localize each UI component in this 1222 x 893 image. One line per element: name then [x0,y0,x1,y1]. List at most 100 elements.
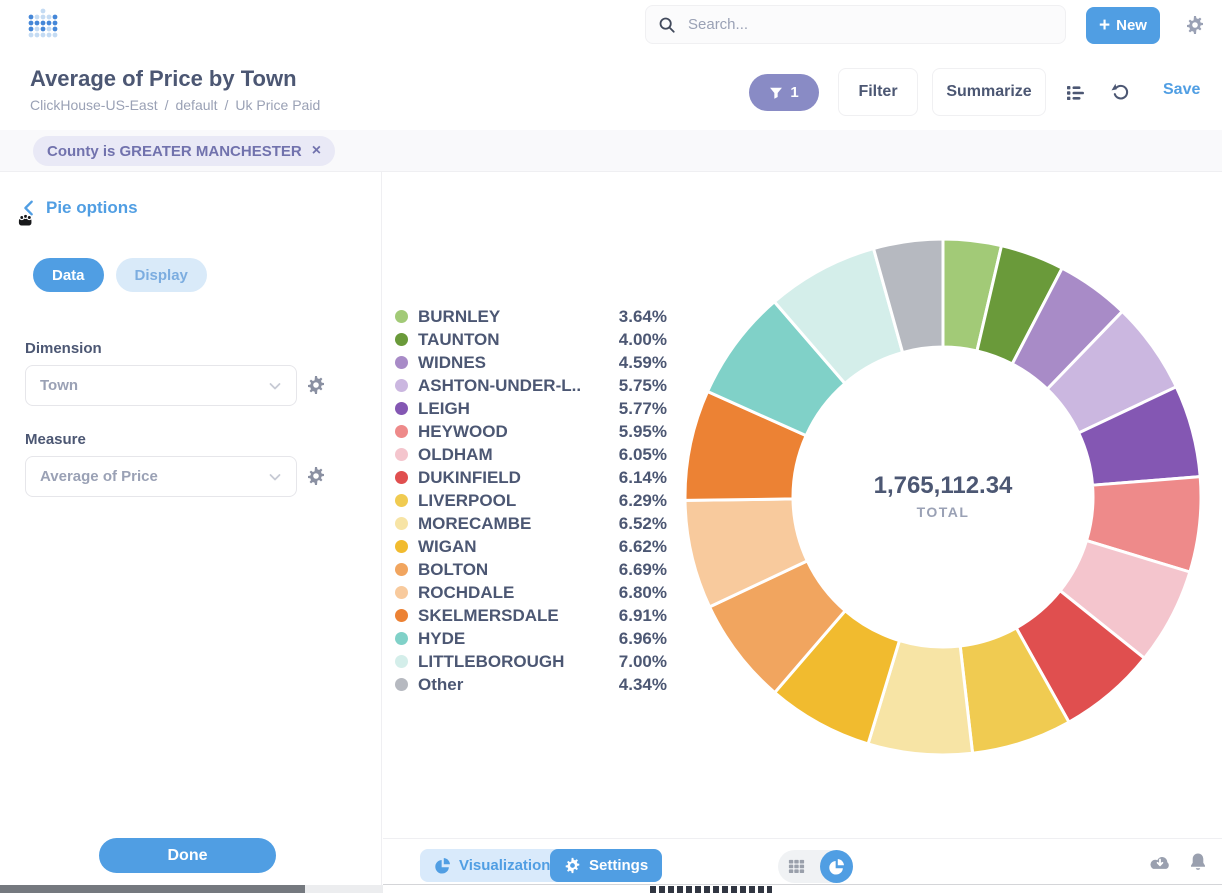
dimension-gear-icon[interactable] [306,375,326,395]
visualization-area: BURNLEY 3.64% TAUNTON 4.00% WIDNES 4.59% ASHTO… [383,172,1222,893]
legend-label: SKELMERSDALE [418,605,559,625]
legend-value: 3.64% [618,306,667,326]
settings-button[interactable]: Settings [550,849,663,882]
legend-value: 7.00% [618,651,667,671]
measure-label: Measure [25,431,86,448]
legend-value: 6.91% [618,605,667,625]
legend-value: 6.52% [618,513,667,533]
measure-select[interactable]: Average of Price [25,456,297,497]
breadcrumb-table[interactable]: Uk Price Paid [235,97,321,113]
sidebar-tabs: Data Display [33,258,207,292]
legend-item[interactable]: WIDNES 4.59% [395,351,667,374]
legend-item[interactable]: HEYWOOD 5.95% [395,420,667,443]
legend-item[interactable]: LITTLEBOROUGH 7.00% [395,650,667,673]
chevron-down-icon [268,379,282,393]
legend-item[interactable]: WIGAN 6.62% [395,535,667,558]
legend-item[interactable]: ROCHDALE 6.80% [395,581,667,604]
legend-label: ROCHDALE [418,582,515,602]
question-header: Average of Price by Town ClickHouse-US-E… [0,60,1222,130]
legend-item[interactable]: ASHTON-UNDER-L.. 5.75% [395,374,667,397]
legend-value: 5.75% [618,375,667,395]
pie-slice-Other[interactable] [872,237,945,355]
visualization-button-label: Visualization [459,857,551,874]
visualization-button[interactable]: Visualization [420,849,565,882]
new-button-label: New [1116,17,1147,34]
breadcrumb-database[interactable]: ClickHouse-US-East [30,97,158,113]
admin-gear-icon[interactable] [1185,15,1205,35]
legend-dot-icon [395,563,408,576]
metabase-logo-icon[interactable] [28,8,58,45]
filter-count-pill[interactable]: 1 [749,74,819,111]
legend-item[interactable]: LIVERPOOL 6.29% [395,489,667,512]
legend-item[interactable]: SKELMERSDALE 6.91% [395,604,667,627]
legend-label: BURNLEY [418,306,501,326]
sidebar-heading: Pie options [20,198,138,218]
legend-item[interactable]: LEIGH 5.77% [395,397,667,420]
legend-item[interactable]: BURNLEY 3.64% [395,305,667,328]
legend-dot-icon [395,632,408,645]
legend-item[interactable]: DUKINFIELD 6.14% [395,466,667,489]
filter-chip-label: County is GREATER MANCHESTER [47,142,302,160]
measure-gear-icon[interactable] [306,466,326,486]
dimension-select[interactable]: Town [25,365,297,406]
clipped-text-below-fold [650,886,772,893]
legend-value: 6.05% [618,444,667,464]
legend-item[interactable]: BOLTON 6.69% [395,558,667,581]
breadcrumb[interactable]: ClickHouse-US-East / default / Uk Price Paid [30,97,320,113]
legend-dot-icon [395,609,408,622]
legend-label: LITTLEBOROUGH [418,651,565,671]
legend-value: 5.77% [618,398,667,418]
visualization-footer: Visualization Settings [383,838,1222,885]
table-view-icon[interactable] [787,857,806,876]
legend-item[interactable]: TAUNTON 4.00% [395,328,667,351]
back-chevron-icon[interactable] [20,199,38,217]
legend-label: WIDNES [418,352,486,372]
legend-label: MORECAMBE [418,513,532,533]
summarize-button[interactable]: Summarize [932,68,1046,116]
legend-label: Other [418,674,464,694]
breadcrumb-schema[interactable]: default [175,97,218,113]
legend-dot-icon [395,678,408,691]
bell-icon[interactable] [1188,852,1208,873]
filter-chip[interactable]: County is GREATER MANCHESTER × [33,136,336,166]
legend-dot-icon [395,379,408,392]
legend-dot-icon [395,586,408,599]
legend-dot-icon [395,494,408,507]
legend-item[interactable]: HYDE 6.96% [395,627,667,650]
legend-item[interactable]: Other 4.34% [395,673,667,696]
legend-dot-icon [395,356,408,369]
legend-value: 6.62% [618,536,667,556]
legend-value: 5.95% [618,421,667,441]
settings-button-label: Settings [589,857,649,874]
refresh-icon[interactable] [1110,82,1130,102]
tab-display[interactable]: Display [115,258,207,292]
funnel-icon [769,86,783,100]
legend-label: ASHTON-UNDER-L.. [418,375,582,395]
breadcrumb-separator: / [164,97,169,113]
save-button[interactable]: Save [1163,81,1201,98]
legend-value: 4.00% [618,329,667,349]
search-input[interactable] [686,15,1053,34]
measure-value: Average of Price [40,468,158,485]
filter-button[interactable]: Filter [838,68,918,116]
search-bar[interactable] [645,5,1066,44]
legend-value: 4.59% [618,352,667,372]
legend-label: BOLTON [418,559,489,579]
new-button[interactable]: + New [1086,7,1160,44]
download-icon[interactable] [1148,854,1171,873]
remove-filter-icon[interactable]: × [311,142,322,159]
legend-dot-icon [395,471,408,484]
scrollbar-thumb[interactable] [0,885,305,893]
done-button[interactable]: Done [99,838,276,873]
notebook-editor-icon[interactable] [1066,83,1086,103]
legend-value: 4.34% [618,674,667,694]
chevron-down-icon [268,470,282,484]
donut-chart [683,237,1203,757]
legend-item[interactable]: OLDHAM 6.05% [395,443,667,466]
gear-icon [564,857,581,874]
pie-view-icon[interactable] [820,850,853,883]
legend-item[interactable]: MORECAMBE 6.52% [395,512,667,535]
legend-value: 6.96% [618,628,667,648]
legend-dot-icon [395,333,408,346]
tab-data[interactable]: Data [33,258,104,292]
